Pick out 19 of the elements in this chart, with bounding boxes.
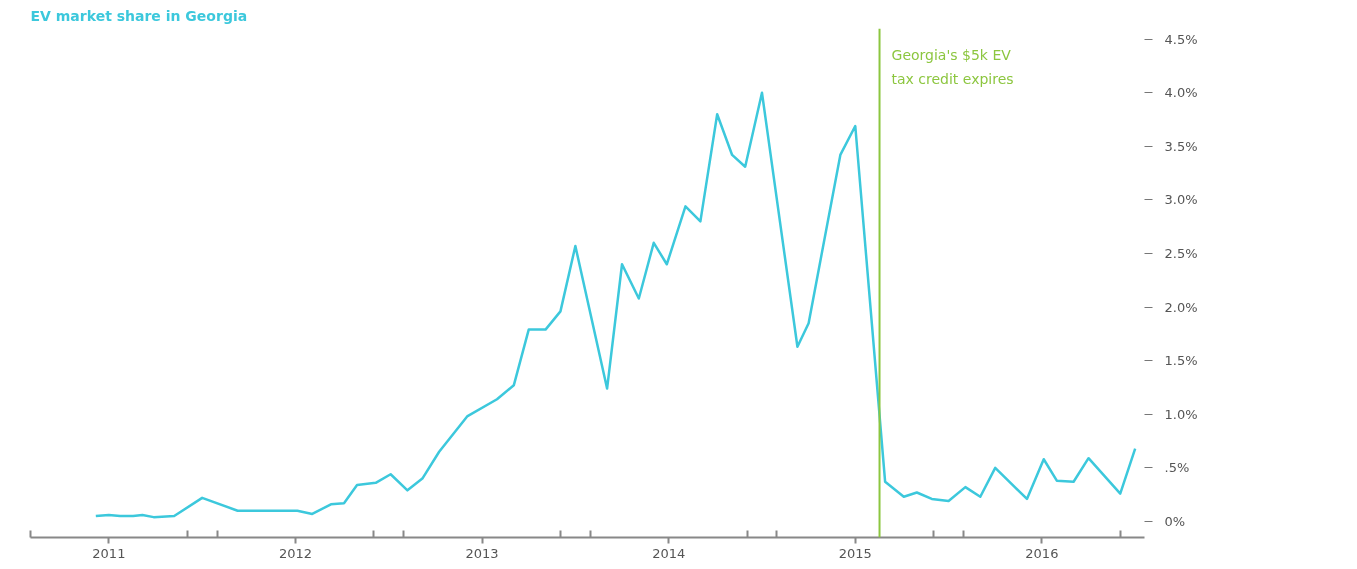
- y-tick-label: 3.0%: [1164, 192, 1198, 208]
- y-tick-label: 3.5%: [1164, 138, 1198, 154]
- x-tick-label: 2016: [1025, 545, 1059, 561]
- y-tick-label: .5%: [1164, 460, 1190, 476]
- line-series: [94, 91, 1137, 519]
- y-tick-label: 2.0%: [1164, 299, 1198, 315]
- x-tick-label: 2015: [838, 545, 872, 561]
- y-tick-label: 1.5%: [1164, 353, 1198, 369]
- x-tick-label: 2011: [92, 545, 126, 561]
- y-tick-label: 2.5%: [1164, 246, 1198, 262]
- x-tick-label: 2014: [652, 545, 686, 561]
- chart-title: EV market share in Georgia: [30, 7, 248, 24]
- x-tick-label: 2013: [465, 545, 499, 561]
- y-tick-label: 4.0%: [1164, 85, 1198, 101]
- x-tick-label: 2012: [278, 545, 313, 561]
- y-tick-label: 0%: [1164, 513, 1186, 529]
- ref-line-label: Georgia's $5k EV tax credit expires: [891, 46, 1014, 87]
- y-tick-label: 4.5%: [1164, 31, 1198, 47]
- y-tick-label: 1.0%: [1164, 406, 1198, 422]
